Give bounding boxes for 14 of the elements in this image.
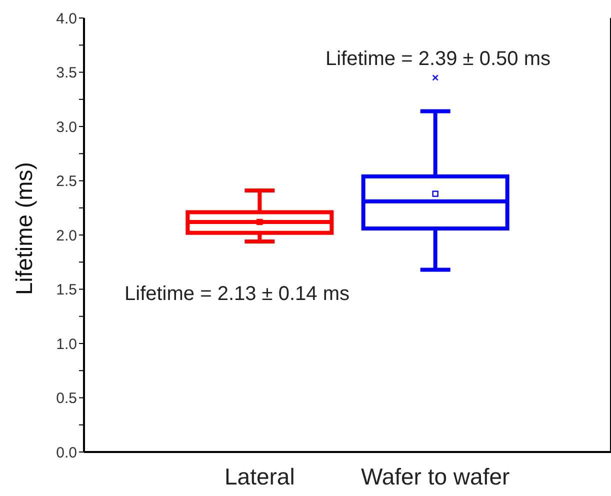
- y-tick-label: 3.5: [56, 64, 77, 82]
- y-tick-label: 4.0: [56, 10, 77, 28]
- x-tick-label: Lateral: [224, 463, 295, 490]
- annotation: Lifetime = 2.13 ± 0.14 ms: [124, 283, 350, 305]
- y-tick-label: 3.0: [56, 118, 77, 136]
- y-axis-title: Lifetime (ms): [11, 162, 38, 295]
- y-tick-label: 2.5: [56, 173, 77, 190]
- y-tick-label: 1.0: [56, 336, 77, 353]
- y-tick-label: 0.0: [56, 444, 77, 462]
- y-tick-label: 0.5: [56, 390, 77, 408]
- annotation: Lifetime = 2.39 ± 0.50 ms: [326, 48, 550, 70]
- y-tick-label: 1.5: [56, 282, 77, 299]
- y-tick-label: 2.0: [56, 227, 77, 244]
- x-tick-label: Wafer to wafer: [360, 463, 510, 490]
